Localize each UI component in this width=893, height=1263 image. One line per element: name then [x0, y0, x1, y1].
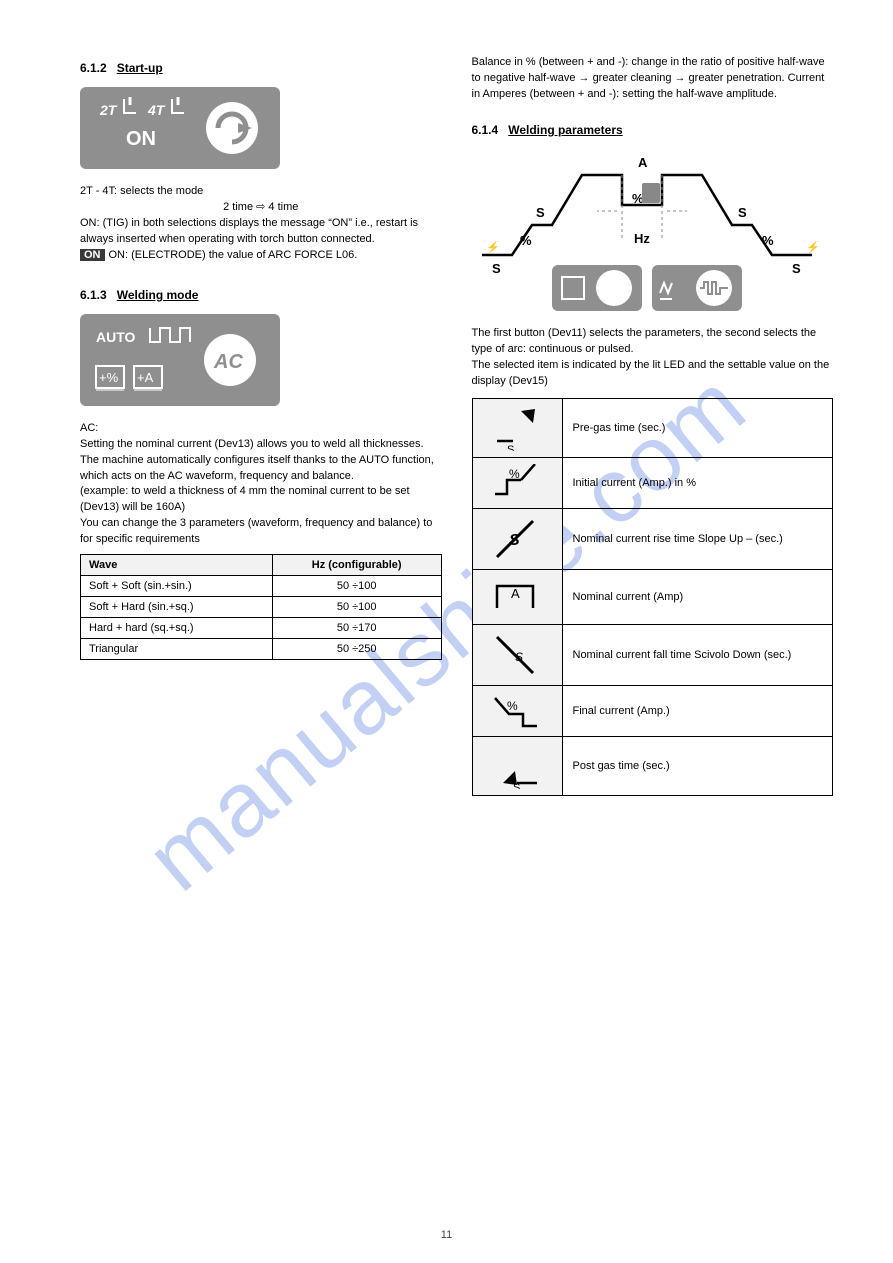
mode-panel-icon: 2T 4T ON	[90, 93, 270, 163]
wave-table: Wave Hz (configurable) Soft + Soft (sin.…	[80, 554, 442, 660]
table-row: S Post gas time (sec.)	[472, 736, 833, 795]
svg-text:AUTO: AUTO	[96, 329, 136, 345]
pregas-icon: S	[472, 398, 562, 457]
svg-text:4T: 4T	[147, 102, 166, 118]
svg-text:%: %	[509, 467, 520, 481]
balance-text: Balance in % (between + and -): change i…	[472, 55, 834, 103]
section-title: Start-up	[117, 61, 163, 75]
welding-curve-diagram: SS SS A %% % Hz ⚡⚡	[472, 145, 834, 320]
cell-text: Nominal current (Amp)	[562, 569, 833, 624]
on-badge: ON	[80, 249, 105, 261]
section-number: 6.1.2	[80, 61, 107, 75]
mode-panel-card: 2T 4T ON	[80, 87, 280, 169]
text-ac-example: (example: to weld a thickness of 4 mm th…	[80, 484, 442, 516]
cell-text: Nominal current rise time Slope Up – (se…	[562, 508, 833, 569]
amp-icon: A	[472, 569, 562, 624]
section-number: 6.1.4	[472, 123, 499, 137]
svg-text:%: %	[762, 233, 774, 248]
page-number: 11	[0, 1229, 893, 1241]
params-table: S Pre-gas time (sec.) % Initial current …	[472, 398, 834, 796]
svg-text:A: A	[511, 586, 520, 601]
table-header-row: Wave Hz (configurable)	[81, 555, 442, 576]
left-column: 6.1.2 Start-up 2T 4T ON 2T - 4T: selects …	[80, 55, 442, 808]
svg-text:S: S	[509, 532, 520, 549]
right-column: Balance in % (between + and -): change i…	[472, 55, 834, 808]
section-title: Welding mode	[117, 288, 199, 302]
table-row: % Final current (Amp.)	[472, 685, 833, 736]
postgas-icon: S	[472, 736, 562, 795]
table-row: S Pre-gas time (sec.)	[472, 398, 833, 457]
table-row: S Nominal current rise time Slope Up – (…	[472, 508, 833, 569]
table-row: Hard + hard (sq.+sq.)50 ÷170	[81, 618, 442, 639]
section-number: 6.1.3	[80, 288, 107, 302]
table-row: Soft + Soft (sin.+sin.)50 ÷100	[81, 576, 442, 597]
svg-text:S: S	[536, 205, 545, 220]
cell-text: Post gas time (sec.)	[562, 736, 833, 795]
text-ac-p5: You can change the 3 parameters (wavefor…	[80, 516, 442, 548]
params-p1: The first button (Dev11) selects the par…	[472, 326, 834, 358]
text-2t4t-intro: 2T - 4T: selects the mode	[80, 184, 442, 200]
svg-text:+%: +%	[99, 370, 119, 385]
text-ac-p3: The machine automatically configures its…	[80, 453, 442, 485]
text-ac-p2: Setting the nominal current (Dev13) allo…	[80, 437, 442, 453]
cell-text: Initial current (Amp.) in %	[562, 457, 833, 508]
svg-text:ON: ON	[126, 128, 156, 150]
section-heading-startup: 6.1.2 Start-up	[80, 61, 442, 75]
svg-text:A: A	[638, 155, 648, 170]
slopedown-icon: S	[472, 624, 562, 685]
cell-text: Nominal current fall time Scivolo Down (…	[562, 624, 833, 685]
svg-text:S: S	[507, 444, 514, 451]
svg-text:⚡: ⚡	[806, 241, 820, 254]
pctdown-icon: %	[472, 685, 562, 736]
text-on-tig: ON: (TIG) in both selections displays th…	[80, 216, 442, 248]
svg-text:2T: 2T	[99, 102, 118, 118]
svg-text:AC: AC	[213, 351, 243, 373]
section-heading-weldmode: 6.1.3 Welding mode	[80, 288, 442, 302]
table-row: Soft + Hard (sin.+sq.)50 ÷100	[81, 597, 442, 618]
section-heading-params: 6.1.4 Welding parameters	[472, 123, 834, 137]
col-hz: Hz (configurable)	[272, 555, 441, 576]
ac-panel-icon: AUTO +% +A AC	[90, 320, 270, 400]
svg-text:+A: +A	[137, 370, 154, 385]
ac-panel-card: AUTO +% +A AC	[80, 314, 280, 406]
svg-text:S: S	[792, 261, 801, 276]
cell-text: Pre-gas time (sec.)	[562, 398, 833, 457]
col-wave: Wave	[81, 555, 273, 576]
table-row: S Nominal current fall time Scivolo Down…	[472, 624, 833, 685]
text-2t4t-arrow: 2 time ⇨ 4 time	[80, 200, 442, 216]
table-row: A Nominal current (Amp)	[472, 569, 833, 624]
svg-text:⚡: ⚡	[486, 241, 500, 254]
svg-text:S: S	[515, 650, 523, 664]
page-content: 6.1.2 Start-up 2T 4T ON 2T - 4T: selects …	[0, 0, 893, 848]
svg-text:S: S	[738, 205, 747, 220]
welding-curve-svg: SS SS A %% % Hz ⚡⚡	[472, 145, 832, 315]
section-title: Welding parameters	[508, 123, 622, 137]
params-p2: The selected item is indicated by the li…	[472, 358, 834, 390]
text-on-electrode: ONON: (ELECTRODE) the value of ARC FORCE…	[80, 248, 442, 264]
text-ac-lead: AC:	[80, 421, 442, 437]
table-row: Triangular50 ÷250	[81, 639, 442, 660]
pctup-icon: %	[472, 457, 562, 508]
cell-text: Final current (Amp.)	[562, 685, 833, 736]
slopeup-icon: S	[472, 508, 562, 569]
svg-text:S: S	[513, 782, 520, 789]
svg-text:%: %	[507, 699, 518, 713]
svg-text:Hz: Hz	[634, 231, 650, 246]
table-row: % Initial current (Amp.) in %	[472, 457, 833, 508]
svg-text:%: %	[520, 233, 532, 248]
svg-text:S: S	[492, 261, 501, 276]
